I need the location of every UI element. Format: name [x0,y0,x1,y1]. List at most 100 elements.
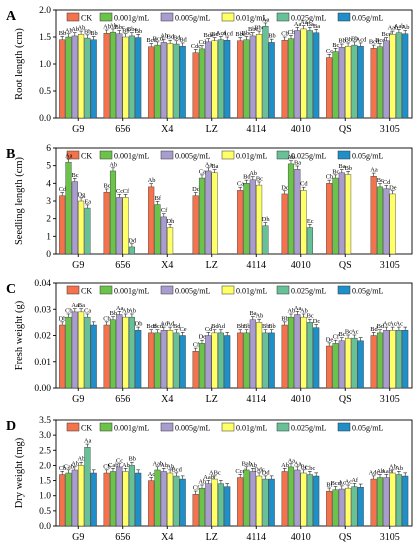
bar [198,343,206,389]
bar [281,193,288,255]
y-tick-label: 3.5 [39,416,51,426]
data-label: Ba [313,23,320,30]
bar [326,57,333,119]
data-label: Bcd [153,35,164,42]
data-label: Aa [288,457,296,464]
y-axis-label: Root length (cm) [14,28,25,100]
bar [84,207,91,255]
bar [300,316,307,389]
bar [198,48,206,119]
data-label: Ab [166,463,174,470]
bar [109,471,117,527]
data-label: Cab [108,462,118,469]
data-label: Bc [256,175,263,182]
bar [59,195,66,255]
bar [237,477,244,527]
data-label: Cf [193,342,200,349]
bar [59,474,66,527]
bar [205,41,212,119]
data-label: Ac [395,321,403,328]
data-label: Bd [211,323,219,330]
data-label: Bb [351,35,358,42]
bar [217,332,224,389]
bar [332,51,339,119]
bar [217,483,224,527]
data-label: Bb [59,30,66,37]
bar [65,316,72,389]
data-label: Aa [294,305,302,312]
data-label: Aa [65,152,73,159]
data-label: Bd [211,31,219,38]
bar [287,466,295,527]
bar [122,471,129,527]
data-label: Bb [243,323,250,330]
data-label: Ba [78,302,85,309]
bar [383,330,390,389]
bar [326,490,333,527]
data-label: Ad [166,321,175,328]
y-tick-label: 0.01 [34,358,51,368]
bar [370,48,377,119]
data-label: Cc [116,457,123,464]
data-label: Ac [389,321,397,328]
bar [148,186,155,255]
data-label: Ab [160,33,168,40]
data-label: Cb [281,31,288,38]
panel-label: D [6,419,16,434]
y-tick-label: 1.5 [39,477,51,487]
legend-label: 0.05g/mL [352,14,383,23]
legend-swatch [66,285,80,295]
bar [103,472,110,527]
bar [249,179,256,255]
bar [173,43,180,119]
data-label: Bc [345,328,352,335]
legend-swatch [66,422,80,432]
x-tick-label: 3105 [380,394,400,405]
bar [109,31,117,119]
x-tick-label: 656 [115,260,130,271]
bar [243,39,250,119]
bar [402,475,409,527]
data-label: Ca [199,168,206,175]
data-label: Ab [122,462,130,469]
x-tick-label: QS [339,260,352,271]
data-label: Ba [211,163,218,170]
bar [71,35,78,119]
data-label: Bd [243,174,251,181]
data-label: Aa [294,460,302,467]
bar [205,170,212,255]
data-label: Bc [339,331,346,338]
data-label: Aa [205,161,213,168]
data-label: De [389,184,397,191]
data-label: Cb [103,463,110,470]
data-label: Bcd [146,323,157,330]
data-label: Bb [110,310,117,317]
y-tick-label: 0.00 [34,384,51,394]
x-tick-label: 4114 [246,532,266,543]
y-tick-label: 0.5 [39,507,51,517]
bar [287,38,295,119]
data-label: Ab [109,22,117,29]
data-label: Bbc [114,24,124,31]
bar [84,37,91,119]
data-label: Cd [383,179,391,186]
data-label: Bd [377,323,385,330]
data-label: Bc [332,168,339,175]
data-label: Bcd [331,480,342,487]
bar [389,472,396,527]
bar [160,330,167,389]
legend-swatch [99,150,113,160]
bar [383,40,390,119]
data-label: Bbc [254,25,264,32]
bar [262,225,269,255]
panel-a: A Root length (cm) 0.0 0.5 1.0 1.5 2.0 CK 0.001g… [6,6,413,135]
data-label: Ab [281,462,289,469]
bar [402,330,409,389]
bar [217,39,224,119]
bar [103,324,110,389]
bar [84,316,91,389]
data-label: Cb [65,307,72,314]
data-label: Cd [199,39,207,46]
